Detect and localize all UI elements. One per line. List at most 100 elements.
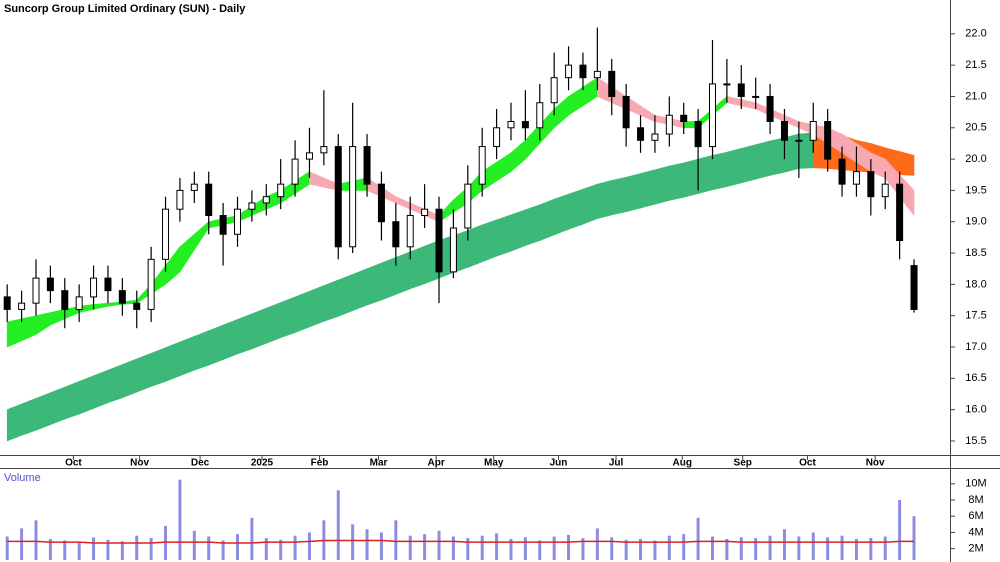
- volume-bar: [466, 538, 470, 560]
- band-segment: [21, 397, 37, 436]
- volume-bar: [149, 538, 153, 560]
- volume-bar: [34, 520, 38, 560]
- candle-body: [219, 214, 227, 235]
- volume-bar: [20, 528, 24, 560]
- volume-bar: [63, 540, 67, 560]
- volume-bar: [854, 538, 858, 560]
- x-tick-label: May: [484, 458, 504, 469]
- band-segment: [582, 183, 598, 225]
- band-segment: [381, 256, 397, 301]
- band-segment: [568, 188, 584, 230]
- volume-bar: [639, 538, 643, 560]
- candle-body: [622, 95, 630, 129]
- band-segment: [654, 165, 670, 205]
- y-tick-label: 16.5: [965, 372, 986, 384]
- band-segment: [553, 193, 569, 236]
- volume-bar: [523, 537, 527, 560]
- volume-bar: [408, 535, 412, 560]
- band-segment: [309, 285, 325, 328]
- volume-bar: [509, 538, 513, 560]
- volume-bar: [768, 535, 772, 560]
- candle-body: [824, 121, 832, 160]
- band-segment: [294, 290, 310, 334]
- x-tick-label: Nov: [130, 458, 149, 469]
- volume-bar: [682, 534, 686, 560]
- y-tick-label: 8M: [968, 494, 983, 506]
- band-segment: [136, 352, 152, 393]
- candle-body: [248, 202, 256, 210]
- band-segment: [740, 144, 756, 184]
- volume-bar: [178, 479, 182, 560]
- x-tick-label: Oct: [799, 458, 816, 469]
- volume-bar: [164, 525, 168, 560]
- volume-bar: [869, 538, 873, 560]
- candle-body: [46, 277, 54, 292]
- y-tick-label: 17.5: [965, 310, 986, 322]
- band-segment: [194, 330, 210, 371]
- candle-body: [176, 189, 184, 210]
- chart-title: Suncorp Group Limited Ordinary (SUN) - D…: [4, 3, 246, 15]
- candle-body: [521, 121, 529, 129]
- candle-body: [377, 183, 385, 223]
- y-tick-label: 21.0: [965, 90, 986, 102]
- band-segment: [611, 176, 627, 216]
- volume-bar: [653, 540, 657, 560]
- volume-bar: [595, 528, 599, 560]
- volume-bar: [840, 535, 844, 560]
- band-segment: [50, 386, 66, 426]
- band-segment: [726, 148, 742, 188]
- volume-bar: [279, 539, 283, 560]
- candle-body: [709, 83, 716, 148]
- candle-body: [406, 214, 414, 248]
- volume-bar: [5, 536, 9, 560]
- band-segment: [755, 140, 771, 180]
- candle-body: [262, 196, 270, 204]
- candle-body: [608, 70, 616, 97]
- volume-bar: [826, 537, 830, 560]
- volume-bar: [898, 500, 902, 560]
- candle-body: [75, 296, 83, 310]
- x-tick-label: Sep: [734, 458, 752, 469]
- volume-bar: [250, 517, 254, 560]
- x-tick-label: Jun: [550, 458, 568, 469]
- candle-body: [593, 70, 601, 79]
- y-tick-label: 19.5: [965, 184, 986, 196]
- candle-body: [104, 277, 112, 292]
- volume-bar: [495, 533, 499, 560]
- candle-body: [349, 146, 357, 248]
- candle-body: [90, 277, 98, 298]
- band-segment: [280, 296, 296, 339]
- candle-body: [118, 290, 126, 304]
- band-segment: [625, 173, 641, 213]
- band-segment: [640, 169, 656, 209]
- x-tick-label: Mar: [370, 458, 388, 469]
- candle-body: [665, 114, 673, 135]
- volume-bar: [480, 535, 484, 560]
- volume-bar: [782, 529, 786, 560]
- candle-body: [680, 114, 688, 123]
- volume-bar: [293, 535, 297, 560]
- volume-bar: [581, 538, 585, 560]
- volume-bar: [567, 534, 571, 560]
- x-tick-label: 2025: [251, 458, 274, 469]
- volume-bar: [754, 538, 758, 560]
- band-segment: [35, 392, 51, 431]
- volume-bar: [365, 529, 369, 560]
- candle-body: [291, 158, 299, 185]
- band-segment: [237, 313, 253, 355]
- candle-body: [852, 171, 860, 185]
- x-tick-label: Nov: [866, 458, 885, 469]
- candle-body: [881, 183, 889, 198]
- volume-bar: [106, 539, 110, 560]
- volume-bar: [739, 537, 743, 560]
- volume-bar: [912, 516, 916, 560]
- volume-bar: [797, 536, 801, 560]
- candle-body: [234, 208, 241, 235]
- band-segment: [251, 307, 267, 350]
- y-tick-label: 2M: [968, 543, 983, 555]
- candle-body: [449, 227, 457, 273]
- band-segment: [467, 224, 483, 268]
- candle-body: [18, 302, 26, 310]
- band-segment: [395, 251, 411, 295]
- volume-bar: [394, 520, 398, 560]
